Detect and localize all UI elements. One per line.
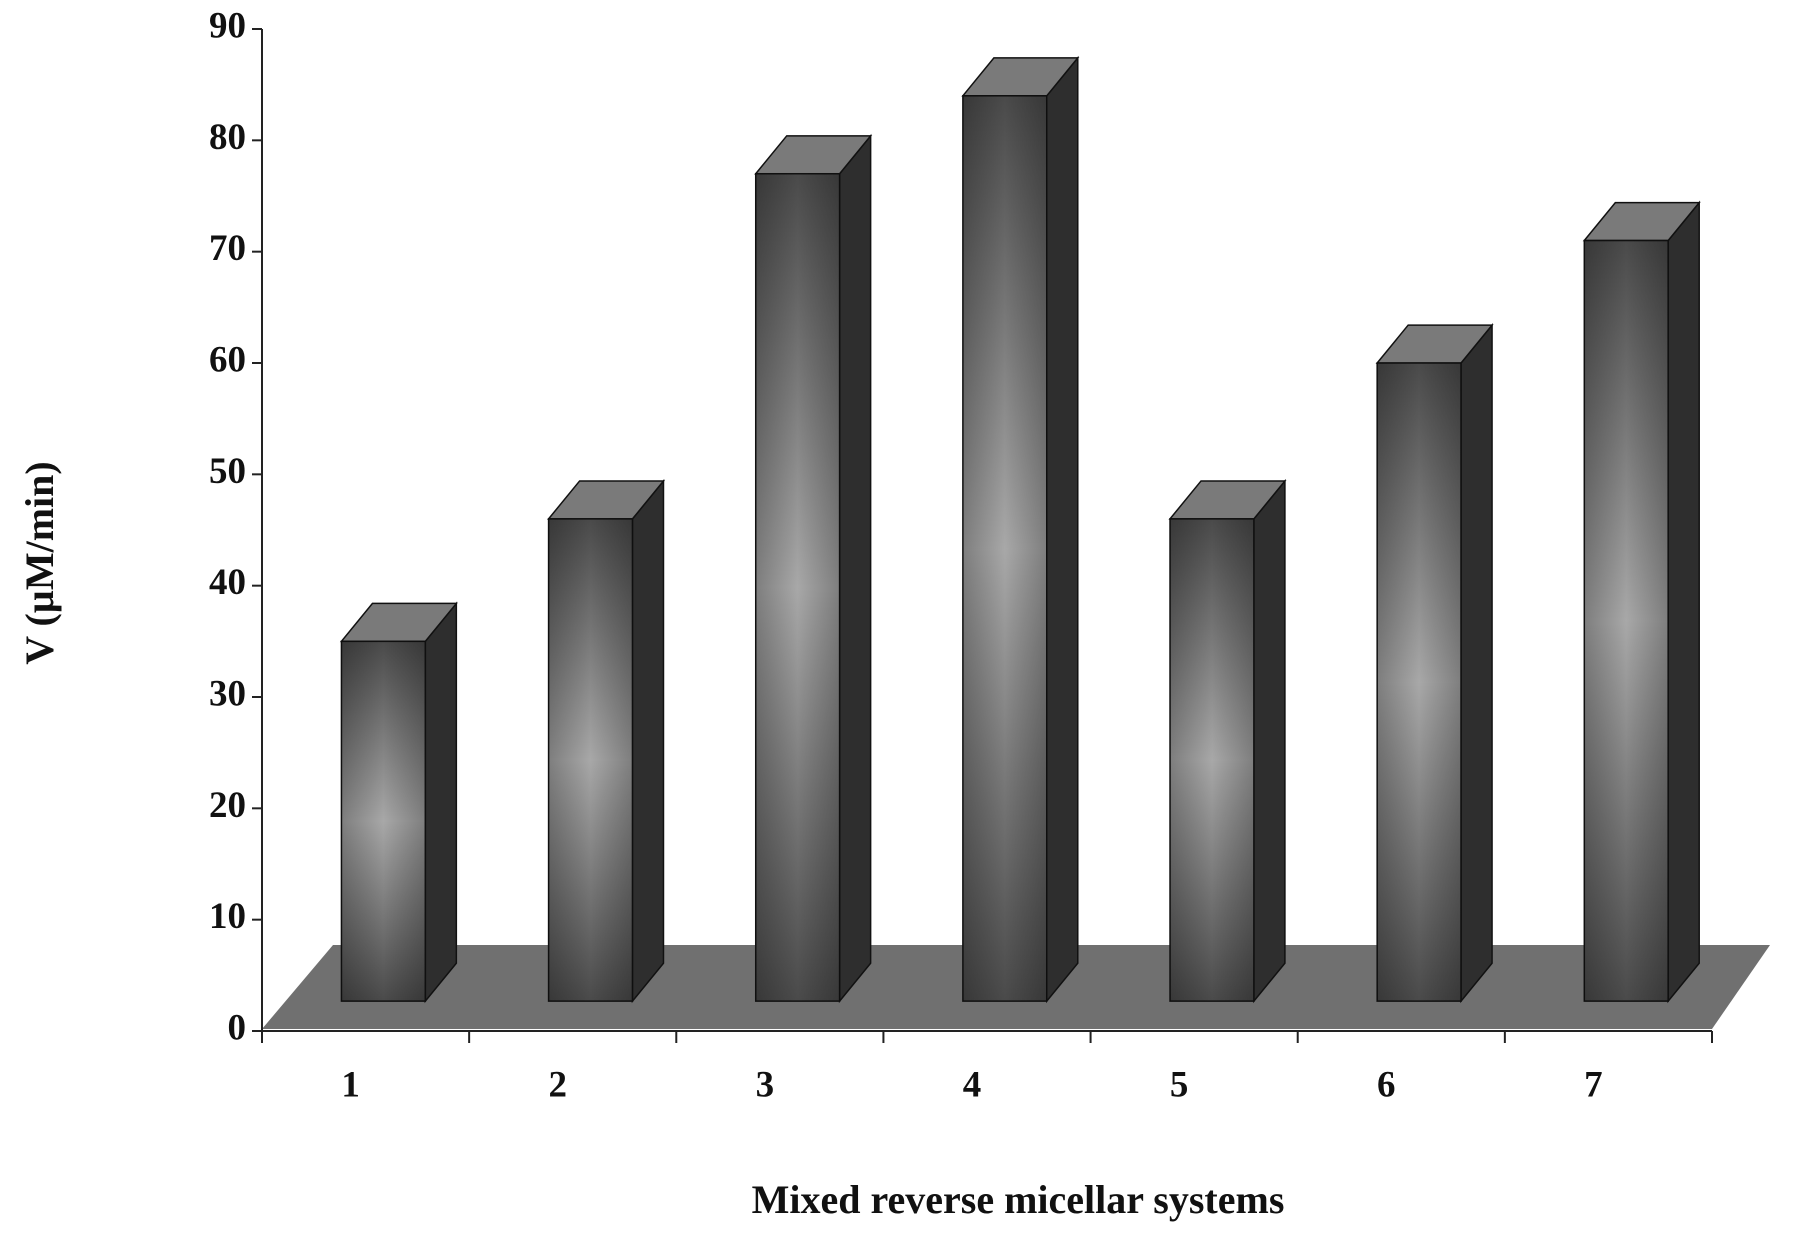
x-tick-label: 5 [1170,1064,1189,1105]
bar [754,133,873,1004]
y-axis-title: V (µM/min) [17,461,62,664]
bar-front-shade [341,641,426,1002]
y-tick-label: 80 [209,117,246,158]
bar-side [1667,200,1700,1004]
y-tick-label: 0 [228,1007,247,1048]
bar-front-shade [548,518,633,1002]
bar-side [1460,322,1493,1004]
y-tick-label: 10 [209,896,246,937]
bar [1375,322,1494,1004]
y-tick-label: 20 [209,785,246,826]
x-tick-label: 4 [963,1064,982,1105]
bar-front-shade [1377,363,1462,1002]
y-tick-label: 70 [209,228,246,269]
bar-side [838,133,872,1004]
bar-side [1045,55,1079,1004]
bar-front-shade [1170,518,1254,1002]
bar [547,478,666,1004]
bar-side [631,478,665,1004]
bar [339,601,458,1004]
y-tick-label: 60 [209,339,246,380]
bar [1168,478,1287,1004]
bar [1582,200,1701,1004]
bar [961,55,1080,1004]
y-tick-label: 50 [209,451,246,492]
x-tick-label: 3 [756,1064,775,1105]
bar-front-shade [755,173,840,1002]
bar-side [424,601,458,1004]
bar-side [1253,478,1286,1004]
bar-front-shade [1584,240,1669,1002]
x-tick-label: 7 [1584,1064,1603,1105]
x-tick-label: 2 [548,1064,567,1105]
y-tick-label: 30 [209,673,246,714]
x-tick-label: 1 [341,1064,360,1105]
bar-front-shade [962,95,1047,1002]
x-tick-label: 6 [1377,1064,1396,1105]
x-axis-title: Mixed reverse micellar systems [752,1177,1285,1222]
y-tick-label: 90 [209,5,246,46]
y-tick-label: 40 [209,562,246,603]
